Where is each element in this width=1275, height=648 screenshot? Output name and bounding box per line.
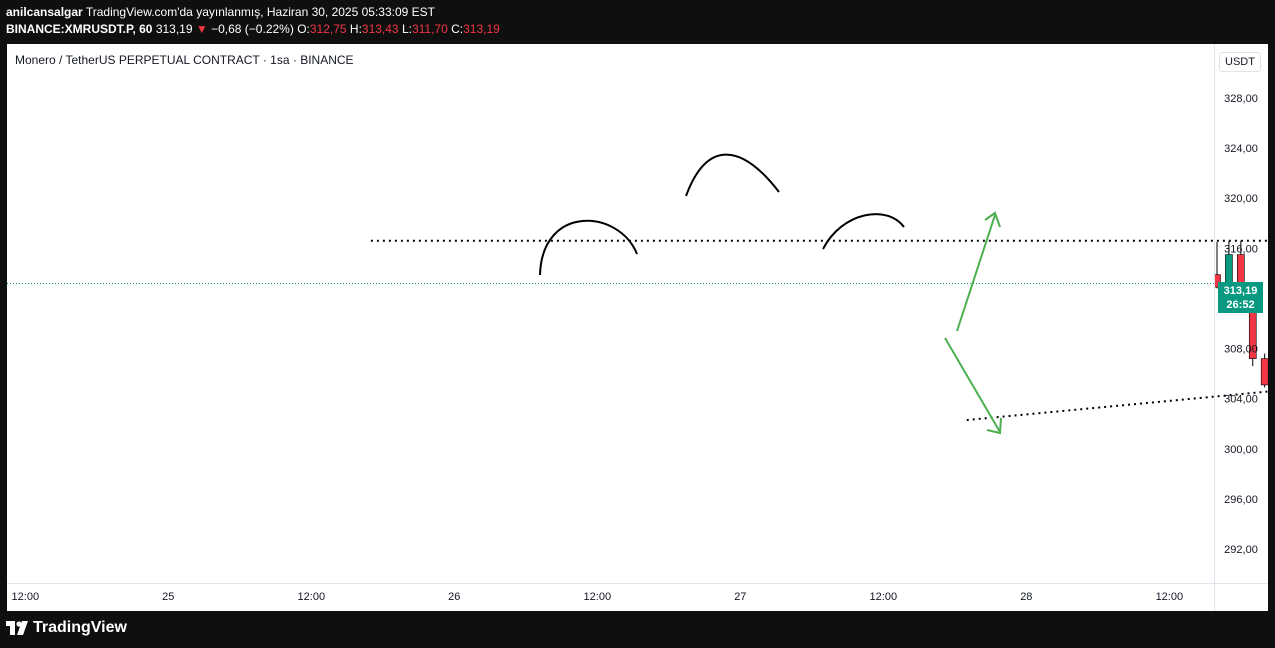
- time-axis-label: 12:00: [1156, 591, 1184, 603]
- breakdown-down-arrow: [944, 337, 1001, 433]
- last-price-tag: 313,19 26:52: [1218, 282, 1263, 313]
- time-axis-label: 27: [734, 591, 746, 603]
- price-axis-label: 328,00: [1224, 93, 1258, 105]
- price-change: −0,68 (−0.22%): [211, 22, 294, 36]
- breakout-up-arrow: [956, 214, 996, 332]
- support-trendline: [966, 390, 1268, 422]
- price-tag-countdown: 26:52: [1226, 299, 1255, 311]
- close-label: C:: [451, 22, 464, 36]
- low-label: L:: [401, 22, 412, 36]
- currency-badge[interactable]: USDT: [1219, 52, 1261, 72]
- time-axis-label: 25: [162, 591, 174, 603]
- price-axis-label: 300,00: [1224, 444, 1258, 456]
- candle: [1260, 353, 1268, 388]
- tradingview-logo-icon: [6, 621, 28, 635]
- ohlc-line: BINANCE:XMRUSDT.P, 60 313,19 ▼ −0,68 (−0…: [6, 22, 500, 36]
- time-axis-label: 12:00: [870, 591, 898, 603]
- time-axis-label: 26: [448, 591, 460, 603]
- open-value: 312,75: [309, 22, 347, 36]
- high-label: H:: [349, 22, 362, 36]
- last-price: 313,19: [155, 22, 193, 36]
- price-axis-label: 316,00: [1224, 243, 1258, 255]
- down-arrow-icon: ▼: [195, 22, 208, 36]
- footer-brand: TradingView: [33, 619, 127, 636]
- price-axis-label: 320,00: [1224, 193, 1258, 205]
- time-axis-label: 28: [1020, 591, 1032, 603]
- time-axis-label: 12:00: [12, 591, 40, 603]
- symbol-info: BINANCE:XMRUSDT.P, 60: [6, 22, 153, 36]
- head-arc: [685, 153, 780, 197]
- price-tag-value: 313,19: [1223, 285, 1258, 297]
- time-axis-label: 12:00: [298, 591, 326, 603]
- author-name[interactable]: anilcansalgar: [6, 5, 83, 19]
- price-axis-label: 296,00: [1224, 494, 1258, 506]
- price-chart[interactable]: 328,00 324,00 320,00 316,00 308,00 304,00 300,…: [7, 44, 1268, 611]
- candle-body: [1260, 358, 1268, 386]
- publish-line: anilcansalgar TradingView.com'da yayınla…: [6, 5, 435, 19]
- breakout-up-arrow-head: [984, 211, 1001, 228]
- publish-info: TradingView.com'da yayınlanmış, Haziran …: [85, 5, 435, 19]
- price-axis-label: 324,00: [1224, 143, 1258, 155]
- time-axis-label: 12:00: [584, 591, 612, 603]
- close-value: 313,19: [463, 22, 500, 36]
- breakdown-down-arrow-head: [986, 417, 1002, 435]
- right-shoulder-arc: [822, 213, 905, 250]
- chart-panel[interactable]: 328,00 324,00 320,00 316,00 308,00 304,00 300,…: [7, 44, 1268, 611]
- price-axis-label: 304,00: [1224, 394, 1258, 406]
- chart-title: Monero / TetherUS PERPETUAL CONTRACT · 1…: [15, 53, 354, 67]
- open-label: O:: [297, 22, 310, 36]
- plot-area: [7, 44, 1214, 583]
- price-axis-label: 292,00: [1224, 544, 1258, 556]
- price-axis-label: 308,00: [1224, 344, 1258, 356]
- tradingview-logo[interactable]: TradingView: [6, 619, 127, 637]
- left-shoulder-arc: [539, 219, 638, 276]
- low-value: 311,70: [411, 22, 448, 36]
- high-value: 313,43: [361, 22, 399, 36]
